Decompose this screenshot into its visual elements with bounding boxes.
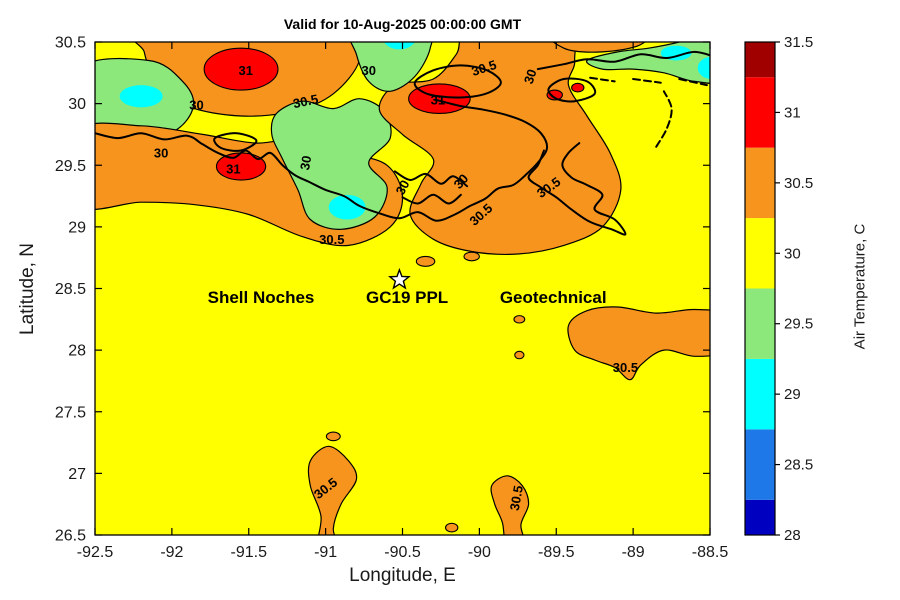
contour-line-label: 30.5 xyxy=(507,484,526,512)
contour-region-orange-speck-3 xyxy=(513,315,526,324)
x-tick-label: -91 xyxy=(314,544,337,561)
contour-region-orange-speck-5 xyxy=(325,431,341,442)
colorbar-tick-label: 31.5 xyxy=(784,34,813,51)
contour-region-cyan-spot-northeast-2 xyxy=(697,56,710,79)
coastline-lake-pontchartrain xyxy=(413,64,502,99)
colorbar-frame xyxy=(744,41,776,536)
contour-region-orange-speck-1 xyxy=(415,255,436,267)
x-tick-label: -92 xyxy=(160,544,183,561)
y-tick-label: 26.5 xyxy=(55,528,86,545)
colorbar-label: Air Temperature, C xyxy=(851,223,869,350)
y-tick-label: 28.5 xyxy=(55,281,86,298)
colorbar-band xyxy=(745,77,775,148)
site-annotation: Shell Noches xyxy=(208,288,315,307)
contour-region-red-cell-north-2 xyxy=(408,83,471,115)
contour-line-label: 30.5 xyxy=(613,360,638,375)
coastline-marsh-channels-1 xyxy=(393,170,469,188)
contour-region-cyan-spot-northeast-1 xyxy=(660,45,692,61)
contour-region-orange-blob-south-1 xyxy=(307,445,358,535)
site-star-marker xyxy=(388,267,411,290)
site-annotation: GC19 PPL xyxy=(366,288,448,307)
contour-region-red-cell-west xyxy=(215,152,267,181)
contour-region-cyan-spot-northwest xyxy=(119,85,163,108)
colorbar-band xyxy=(745,147,775,219)
y-axis-label: Latitude, N xyxy=(17,243,38,335)
colorbar-band xyxy=(745,499,775,535)
y-tick-label: 27.5 xyxy=(55,404,86,421)
coastline-mississippi-delta xyxy=(527,142,627,236)
contour-line-label: 31 xyxy=(238,63,252,78)
x-axis-label: Longitude, E xyxy=(349,565,456,586)
contour-line-label: 30.5 xyxy=(292,91,320,111)
coastline-gulf-coast-west xyxy=(95,98,549,222)
y-tick-label: 29 xyxy=(68,219,86,236)
coastline-barrier-islands-1 xyxy=(589,76,616,83)
contour-region-green-patch-north-center xyxy=(350,42,433,92)
contour-region-cyan-spot-north-center xyxy=(383,42,415,50)
coastline-barrier-islands-3 xyxy=(678,78,708,87)
colorbar-tick-label: 29.5 xyxy=(784,316,813,333)
colorbar-band xyxy=(745,218,775,289)
colorbar-tick-label: 28 xyxy=(784,527,801,544)
contour-region-orange-speck-2 xyxy=(463,251,480,262)
contour-line-label: 31 xyxy=(431,92,445,107)
colorbar-band xyxy=(745,358,775,430)
x-tick-label: -91.5 xyxy=(231,544,268,561)
colorbar-tick-label: 30.5 xyxy=(784,175,813,192)
coastline-atchafalaya-outline xyxy=(213,132,258,152)
x-tick-label: -88.5 xyxy=(692,544,729,561)
contour-region-red-speck-2 xyxy=(571,82,585,93)
site-annotation: Geotechnical xyxy=(500,288,607,307)
contour-region-red-cell-north-1 xyxy=(203,47,279,91)
contour-region-orange-blob-south-2 xyxy=(490,475,530,535)
coastline-marsh-outline-east xyxy=(547,77,597,103)
colorbar-tick-label: 30 xyxy=(784,245,801,262)
contour-line-label: 30 xyxy=(361,63,375,78)
y-tick-label: 30.5 xyxy=(55,35,86,52)
contour-region-orange-strip-northeast xyxy=(552,42,646,53)
colorbar-band xyxy=(745,42,775,78)
contour-region-red-speck-1 xyxy=(546,89,563,101)
colorbar-tick-label: 28.5 xyxy=(784,457,813,474)
coastline-marsh-channels-2 xyxy=(401,193,462,205)
y-tick-label: 27 xyxy=(68,466,86,483)
colorbar-tick-label: 29 xyxy=(784,386,801,403)
contour-line-label: 30.5 xyxy=(470,57,499,79)
contour-region-orange-speck-6 xyxy=(445,522,459,533)
contour-line-label: 30 xyxy=(154,145,168,160)
contour-region-orange-speck-4 xyxy=(514,350,525,360)
x-tick-label: -90.5 xyxy=(384,544,421,561)
x-tick-label: -89 xyxy=(622,544,645,561)
contour-region-cyan-spot-center-west xyxy=(328,194,366,220)
y-tick-label: 29.5 xyxy=(55,158,86,175)
x-tick-label: -89.5 xyxy=(538,544,575,561)
x-tick-label: -92.5 xyxy=(77,544,114,561)
contour-line-label: 30 xyxy=(393,178,413,198)
contour-region-orange-blob-east xyxy=(567,306,710,381)
plot-title: Valid for 10-Aug-2025 00:00:00 GMT xyxy=(283,16,522,32)
contour-line-label: 30 xyxy=(521,67,540,85)
x-tick-label: -90 xyxy=(468,544,491,561)
contour-line-label: 30 xyxy=(189,97,203,112)
contour-line-label: 30 xyxy=(297,154,314,171)
coastline-mississippi-sound-coast xyxy=(536,50,710,71)
coastline-barrier-islands-2 xyxy=(632,78,662,84)
contour-line-label: 31 xyxy=(226,161,240,176)
contour-line-label: 30.5 xyxy=(319,232,344,247)
colorbar-tick-label: 31 xyxy=(784,104,801,121)
colorbar-band xyxy=(745,288,775,359)
y-tick-label: 30 xyxy=(68,96,86,113)
colorbar-band xyxy=(745,429,775,500)
y-tick-label: 28 xyxy=(68,343,86,360)
